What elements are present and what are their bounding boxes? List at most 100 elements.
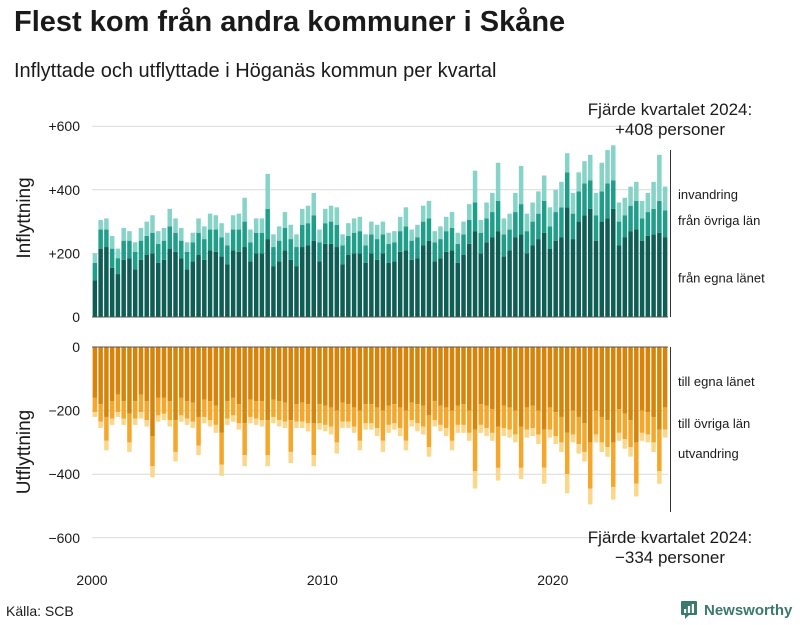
bar-utflyttning-s0 — [593, 347, 599, 411]
bar-utflyttning-s2 — [276, 420, 282, 427]
bar-utflyttning-s2 — [323, 424, 328, 432]
bar-inflyttning-s0 — [155, 262, 161, 317]
annotation-out-line1: Fjärde kvartalet 2024: — [588, 528, 752, 547]
bar-utflyttning-s0 — [409, 347, 414, 403]
bar-inflyttning-s0 — [248, 261, 253, 317]
bar-utflyttning-s1 — [599, 416, 604, 443]
bar-utflyttning-s1 — [288, 420, 293, 452]
bar-inflyttning-s1 — [323, 223, 328, 244]
bar-inflyttning-s1 — [449, 227, 455, 251]
bar-inflyttning-s2 — [138, 227, 144, 241]
bar-inflyttning-s2 — [242, 197, 247, 222]
bar-inflyttning-s2 — [490, 192, 495, 213]
y-tick-label-out: −200 — [48, 403, 80, 419]
bar-utflyttning-s1 — [467, 410, 472, 433]
bar-inflyttning-s0 — [501, 256, 507, 317]
bar-utflyttning-s2 — [438, 424, 443, 432]
bar-inflyttning-s0 — [639, 240, 645, 317]
bar-inflyttning-s2 — [415, 224, 420, 238]
bar-inflyttning-s2 — [409, 229, 414, 241]
bar-inflyttning-s1 — [461, 234, 466, 255]
x-tick-label: 2000 — [76, 572, 107, 588]
bar-inflyttning-s0 — [184, 269, 190, 317]
bar-inflyttning-s1 — [547, 226, 553, 249]
bar-utflyttning-s2 — [259, 420, 265, 427]
bar-utflyttning-s0 — [374, 347, 380, 408]
bar-utflyttning-s2 — [92, 412, 98, 417]
y-tick-label-out: 0 — [72, 339, 80, 355]
annotation-in-line1: Fjärde kvartalet 2024: — [588, 100, 752, 119]
bar-utflyttning-s2 — [98, 421, 103, 429]
series-label-utflyttning-2: utvandring — [678, 446, 739, 461]
bar-inflyttning-s2 — [351, 218, 357, 233]
bar-utflyttning-s1 — [155, 397, 161, 416]
bar-inflyttning-s1 — [397, 231, 403, 252]
bar-inflyttning-s1 — [121, 240, 126, 260]
bar-utflyttning-s1 — [662, 407, 668, 430]
bar-inflyttning-s0 — [484, 242, 489, 317]
bar-utflyttning-s2 — [576, 443, 581, 454]
bar-utflyttning-s0 — [432, 347, 437, 402]
bar-utflyttning-s2 — [547, 429, 553, 438]
bar-inflyttning-s2 — [225, 232, 230, 246]
bar-utflyttning-s1 — [386, 405, 391, 425]
bar-inflyttning-s1 — [357, 231, 363, 254]
bar-inflyttning-s0 — [380, 253, 386, 317]
bar-inflyttning-s2 — [622, 197, 628, 216]
bar-inflyttning-s1 — [225, 245, 230, 265]
bar-utflyttning-s2 — [127, 442, 132, 452]
bar-utflyttning-s2 — [311, 455, 316, 467]
brand-name: Newsworthy — [704, 601, 793, 619]
bar-utflyttning-s0 — [455, 347, 460, 406]
annotation-out-line2: −334 personer — [615, 548, 725, 567]
bar-inflyttning-s2 — [259, 218, 265, 233]
bar-inflyttning-s1 — [202, 239, 207, 260]
bar-utflyttning-s1 — [346, 404, 351, 422]
bar-inflyttning-s2 — [559, 181, 564, 208]
bar-inflyttning-s2 — [248, 229, 253, 243]
bar-utflyttning-s1 — [265, 420, 270, 456]
bar-utflyttning-s0 — [311, 347, 316, 424]
series-label-inflyttning-2: invandring — [678, 187, 738, 202]
bar-inflyttning-s2 — [132, 242, 138, 252]
bar-utflyttning-s0 — [253, 347, 259, 402]
bar-utflyttning-s0 — [219, 347, 224, 433]
bar-utflyttning-s0 — [98, 347, 103, 405]
bar-inflyttning-s0 — [323, 243, 328, 317]
bar-utflyttning-s1 — [357, 410, 363, 441]
bar-utflyttning-s2 — [288, 451, 293, 464]
bar-utflyttning-s1 — [179, 397, 184, 416]
bar-utflyttning-s2 — [202, 416, 207, 424]
bar-utflyttning-s0 — [564, 347, 570, 433]
bar-inflyttning-s0 — [392, 261, 397, 317]
bar-utflyttning-s1 — [645, 412, 651, 435]
bar-inflyttning-s0 — [167, 248, 172, 317]
bar-inflyttning-s2 — [438, 226, 443, 240]
bar-inflyttning-s2 — [570, 192, 576, 214]
bar-inflyttning-s1 — [144, 235, 149, 255]
bar-utflyttning-s0 — [259, 347, 265, 402]
bar-inflyttning-s1 — [478, 232, 484, 254]
bar-inflyttning-s1 — [426, 218, 432, 241]
bar-utflyttning-s1 — [622, 413, 628, 440]
bar-inflyttning-s2 — [599, 162, 604, 192]
bar-inflyttning-s2 — [196, 218, 201, 233]
bar-utflyttning-s2 — [409, 420, 414, 427]
bar-inflyttning-s2 — [121, 227, 126, 241]
bar-utflyttning-s1 — [547, 407, 553, 430]
bar-utflyttning-s0 — [380, 347, 386, 411]
bar-inflyttning-s1 — [467, 220, 472, 244]
bar-utflyttning-s1 — [305, 404, 311, 424]
bar-inflyttning-s1 — [104, 229, 109, 248]
bar-inflyttning-s1 — [559, 207, 564, 238]
bar-utflyttning-s2 — [501, 428, 507, 437]
bar-inflyttning-s2 — [501, 218, 507, 235]
bar-utflyttning-s0 — [317, 347, 322, 405]
bar-inflyttning-s2 — [455, 232, 460, 244]
bar-utflyttning-s1 — [340, 402, 345, 422]
bar-inflyttning-s2 — [253, 218, 259, 233]
bar-utflyttning-s0 — [461, 347, 466, 405]
bar-inflyttning-s2 — [576, 172, 581, 192]
bar-utflyttning-s0 — [639, 347, 645, 411]
